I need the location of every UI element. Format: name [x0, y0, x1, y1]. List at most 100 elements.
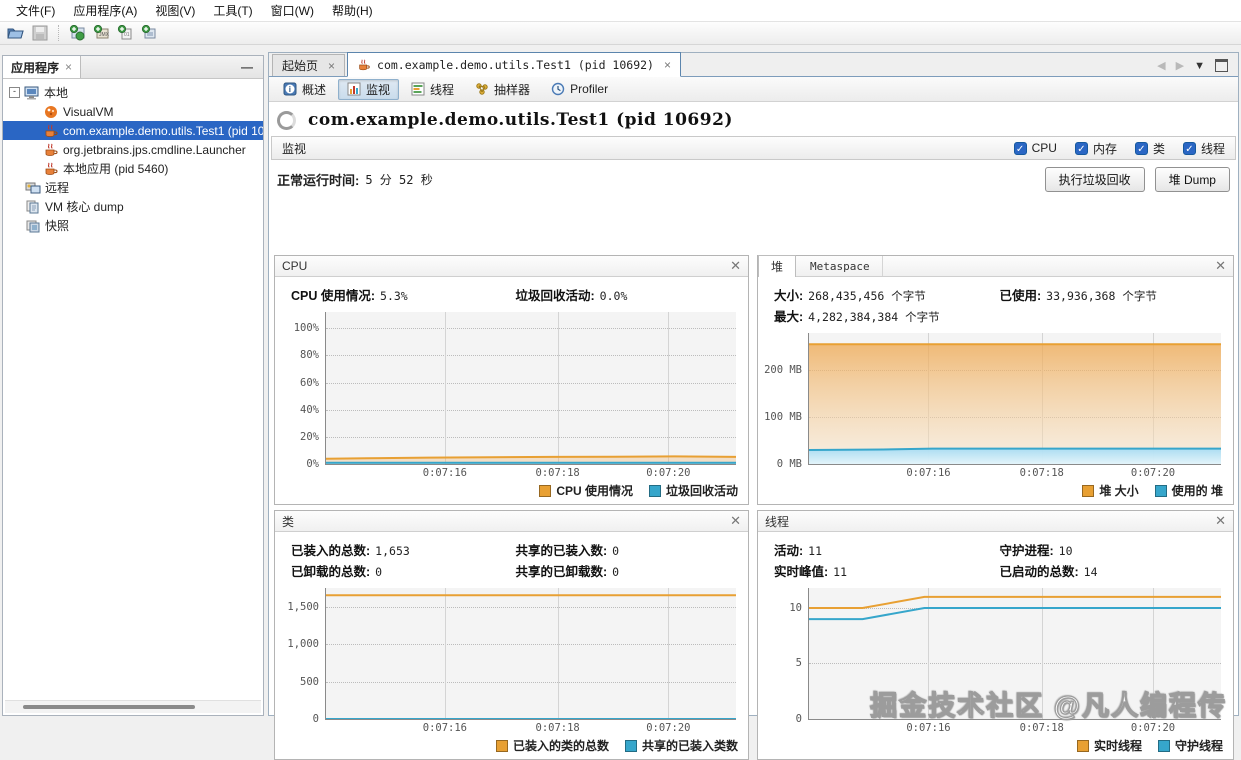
- close-icon[interactable]: ×: [328, 58, 336, 73]
- tree-item-test1[interactable]: com.example.demo.utils.Test1 (pid 10692): [3, 121, 263, 140]
- classes-panel-header: 类 ✕: [275, 511, 748, 532]
- tree-item-visualvm[interactable]: VisualVM: [3, 102, 263, 121]
- shared-unloaded-stat: 共享的已卸载数: 0: [515, 565, 620, 579]
- tab-overview[interactable]: i 概述: [274, 79, 335, 100]
- save-icon[interactable]: [30, 24, 50, 42]
- tree-item-remote[interactable]: 远程: [3, 178, 263, 197]
- tab-monitor[interactable]: 监视: [338, 78, 400, 100]
- tab-start-page[interactable]: 起始页 ×: [272, 54, 346, 76]
- add-application-icon[interactable]: [68, 24, 88, 42]
- menu-view[interactable]: 视图(V): [155, 4, 196, 18]
- computer-icon: [24, 85, 40, 101]
- heap-plot-area: 0:07:16 0:07:18 0:07:20: [808, 333, 1221, 479]
- close-icon[interactable]: ✕: [730, 513, 741, 528]
- checkbox-memory[interactable]: 内存: [1074, 140, 1117, 157]
- close-icon[interactable]: ×: [65, 60, 73, 74]
- menu-help[interactable]: 帮助(H): [331, 4, 373, 18]
- tab-application-label: com.example.demo.utils.Test1 (pid 10692): [377, 57, 654, 72]
- shared-loaded-stat: 共享的已装入数: 0: [515, 544, 620, 558]
- document-tab-strip: 起始页 × com.example.demo.utils.Test1 (pid …: [269, 52, 1238, 77]
- tab-applications[interactable]: 应用程序 ×: [3, 56, 82, 78]
- heap-dump-button[interactable]: 堆 Dump: [1154, 166, 1230, 192]
- menu-applications[interactable]: 应用程序(A): [73, 4, 138, 18]
- legend-item: 已装入的类的总数: [495, 737, 609, 754]
- legend-item: 垃圾回收活动: [648, 482, 738, 499]
- view-toolbar: i 概述 监视 线程 抽样器 Profiler: [269, 77, 1238, 102]
- legend-swatch-blue: [1154, 484, 1167, 497]
- application-title-row: com.example.demo.utils.Test1 (pid 10692): [277, 110, 733, 130]
- tab-list-dropdown-icon[interactable]: ▼: [1194, 59, 1205, 72]
- tab-strip-controls: ◀ ▶ ▼: [1157, 59, 1238, 76]
- tab-application[interactable]: com.example.demo.utils.Test1 (pid 10692)…: [347, 52, 681, 77]
- monitor-section-label: 监视: [282, 141, 307, 156]
- tree-item-snapshots[interactable]: 快照: [3, 216, 263, 235]
- close-icon[interactable]: ✕: [1215, 258, 1226, 273]
- tab-profiler[interactable]: Profiler: [542, 79, 617, 100]
- checkbox-checked-icon[interactable]: [1134, 141, 1148, 155]
- y-axis-labels: 0 5 10: [789, 601, 802, 725]
- close-icon[interactable]: ×: [663, 57, 671, 72]
- collapse-icon[interactable]: -: [9, 87, 20, 98]
- close-icon[interactable]: ✕: [1215, 513, 1226, 528]
- snapshot-icon: [25, 218, 41, 234]
- uptime-row: 正常运行时间: 5 分 52 秒 执行垃圾回收 堆 Dump: [277, 166, 1230, 192]
- tree-item-launcher[interactable]: org.jetbrains.jps.cmdline.Launcher: [3, 140, 263, 159]
- menu-window[interactable]: 窗口(W): [270, 4, 314, 18]
- y-axis-labels: 0% 20% 40% 60% 80% 100%: [293, 322, 319, 470]
- checkbox-label: 内存: [1092, 141, 1117, 156]
- legend-swatch-blue: [1157, 739, 1170, 752]
- tree-item-label: VM 核心 dump: [45, 200, 124, 214]
- maximize-icon[interactable]: [1215, 59, 1228, 72]
- checkbox-cpu[interactable]: CPU: [1013, 141, 1057, 155]
- checkbox-checked-icon[interactable]: [1013, 141, 1027, 155]
- visualvm-icon: [43, 104, 59, 120]
- open-file-icon[interactable]: [6, 24, 26, 42]
- add-snapshot-icon[interactable]: [140, 24, 160, 42]
- tab-start-page-label: 起始页: [282, 59, 319, 73]
- tree-item-vm-coredump[interactable]: VM 核心 dump: [3, 197, 263, 216]
- heap-panel: 堆 Metaspace ✕ 大小: 268,435,456 个字节 已使用: 33,…: [757, 255, 1234, 505]
- tree-item-local-app[interactable]: 本地应用 (pid 5460): [3, 159, 263, 178]
- tab-sampler[interactable]: 抽样器: [466, 79, 539, 100]
- menu-tools[interactable]: 工具(T): [213, 4, 253, 18]
- checkbox-threads[interactable]: 线程: [1182, 140, 1225, 157]
- sidebar-tab-header: 应用程序 × —: [3, 56, 263, 79]
- add-vm-coredump-icon[interactable]: 01: [116, 24, 136, 42]
- scroll-tabs-left-icon[interactable]: ◀: [1157, 60, 1166, 72]
- uptime-value: 5 分 52 秒: [365, 172, 433, 187]
- tree-item-local[interactable]: - 本地: [3, 83, 263, 102]
- classes-chart: 0 500 1,000 1,500 0:07:16 0:07:18 0:07:20: [279, 588, 736, 737]
- tab-metaspace[interactable]: Metaspace: [798, 256, 883, 276]
- legend-swatch-orange: [1082, 484, 1095, 497]
- tab-threads[interactable]: 线程: [402, 79, 463, 100]
- sidebar-splitter[interactable]: [264, 55, 268, 716]
- checkbox-classes[interactable]: 类: [1134, 140, 1165, 157]
- minimize-icon[interactable]: —: [241, 60, 253, 74]
- tab-profiler-label: Profiler: [570, 82, 609, 96]
- tab-monitor-label: 监视: [366, 82, 391, 97]
- legend-swatch-orange: [495, 739, 508, 752]
- scroll-tabs-right-icon[interactable]: ▶: [1175, 60, 1185, 72]
- heap-chart: 0 MB 100 MB 200 MB 0:07:16 0:07:18 0:07:20: [762, 333, 1221, 482]
- legend-item: 实时线程: [1076, 737, 1142, 754]
- threads-panel-title: 线程: [765, 514, 790, 529]
- profiler-icon: [551, 82, 565, 96]
- tab-heap[interactable]: 堆: [758, 255, 797, 277]
- main-area: 起始页 × com.example.demo.utils.Test1 (pid …: [268, 52, 1239, 760]
- threads-panel-header: 线程 ✕: [758, 511, 1233, 532]
- perform-gc-button[interactable]: 执行垃圾回收: [1044, 166, 1145, 192]
- checkbox-checked-icon[interactable]: [1182, 141, 1196, 155]
- legend-swatch-orange: [539, 484, 552, 497]
- tab-applications-label: 应用程序: [11, 60, 60, 75]
- close-icon[interactable]: ✕: [730, 258, 741, 273]
- menu-file[interactable]: 文件(F): [16, 4, 56, 18]
- java-app-icon: [43, 142, 59, 158]
- legend-swatch-orange: [1076, 739, 1089, 752]
- monitor-section-bar: 监视 CPU 内存 类 线程: [271, 136, 1236, 160]
- add-jmx-connection-icon[interactable]: JMX: [92, 24, 112, 42]
- scrollbar-thumb[interactable]: [23, 705, 195, 709]
- watermark: 掘金技术社区 @凡人编程传: [870, 690, 1227, 721]
- checkbox-checked-icon[interactable]: [1074, 141, 1088, 155]
- horizontal-scrollbar[interactable]: [5, 700, 261, 713]
